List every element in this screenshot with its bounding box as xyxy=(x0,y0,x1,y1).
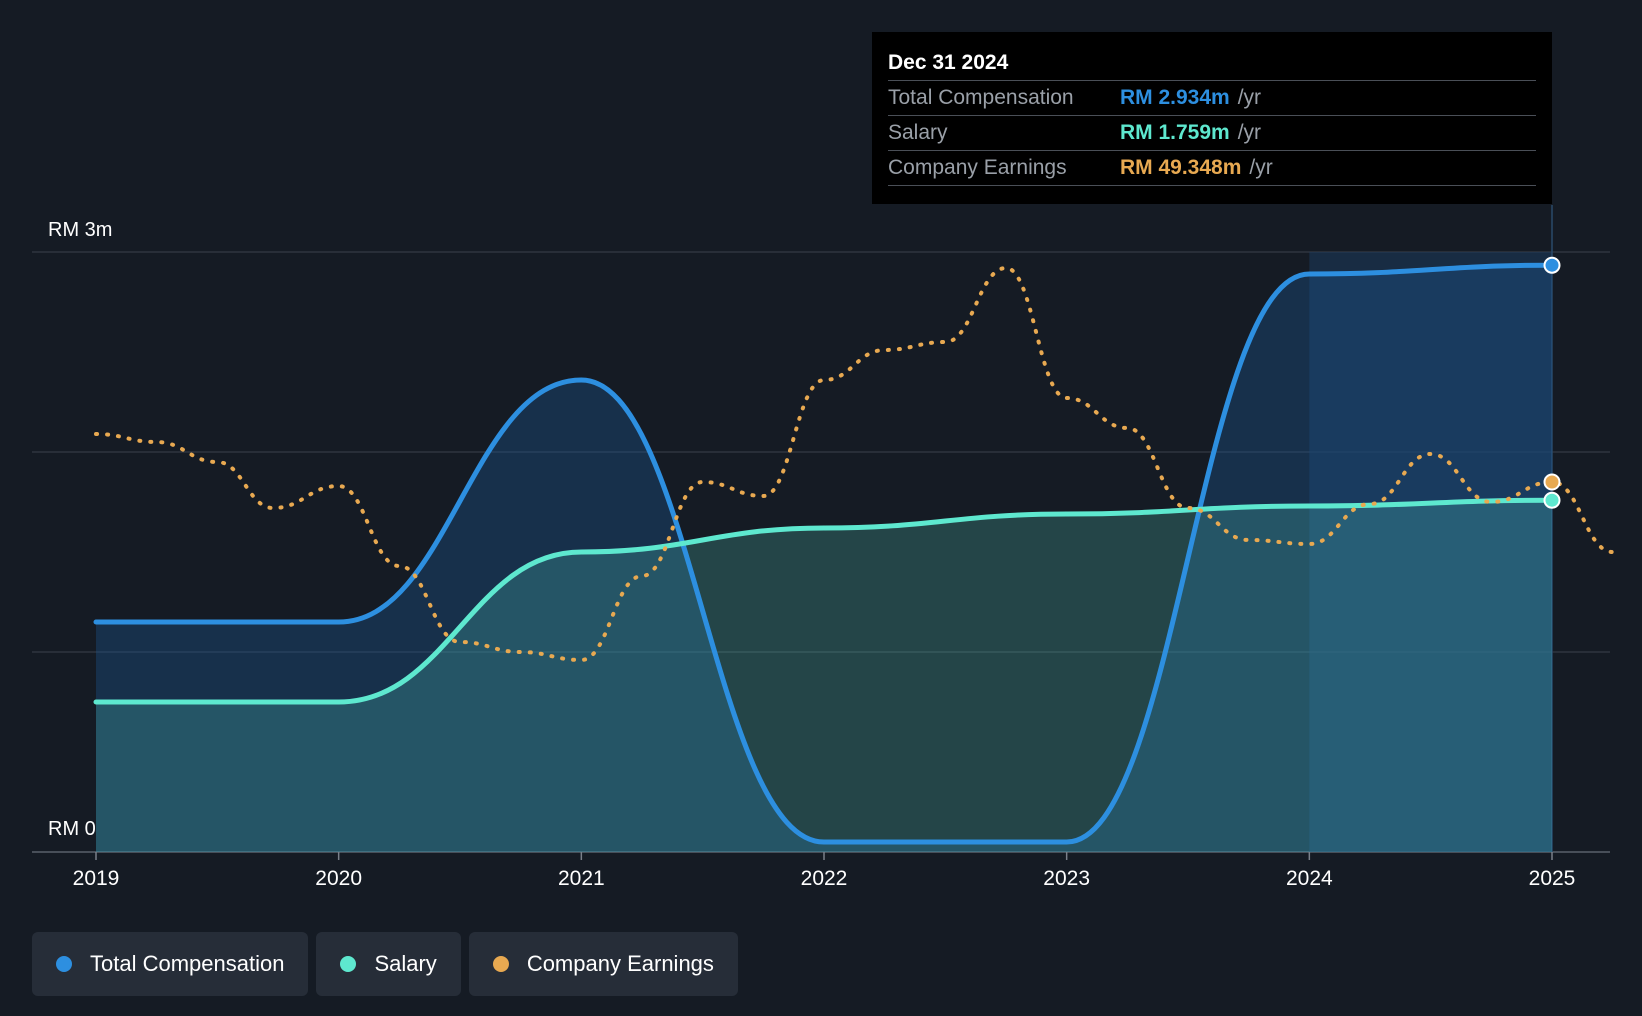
series-lines xyxy=(93,262,1615,845)
tooltip-row-total-compensation: Total Compensation RM 2.934m /yr xyxy=(888,80,1536,115)
y-tick-top-label: RM 3m xyxy=(48,219,112,241)
highlight-rect xyxy=(1309,252,1552,852)
tooltip-unit: /yr xyxy=(1237,121,1262,144)
legend-label: Company Earnings xyxy=(526,951,714,976)
area-salary xyxy=(96,500,1552,852)
x-tick-label: 2024 xyxy=(1286,867,1333,890)
legend-dot-icon xyxy=(340,956,357,972)
legend-item-total-compensation[interactable]: Total Compensation xyxy=(32,932,309,996)
tooltip-label: Company Earnings xyxy=(888,156,1067,179)
tooltip-label: Salary xyxy=(888,121,948,144)
end-markers xyxy=(1543,256,1561,509)
legend-label: Total Compensation xyxy=(90,951,285,976)
tooltip-date: Dec 31 2024 xyxy=(888,51,1009,74)
tooltip-unit: /yr xyxy=(1249,156,1273,179)
tooltip: Dec 31 2024 Total Compensation RM 2.934m… xyxy=(872,32,1552,204)
tooltip-unit: /yr xyxy=(1237,86,1262,109)
area-total-compensation xyxy=(96,265,1552,852)
tooltip-value: RM 49.348m xyxy=(1120,156,1242,179)
x-tick-label: 2020 xyxy=(315,867,362,890)
x-tick-label: 2023 xyxy=(1043,867,1090,890)
marker-total-compensation xyxy=(1543,256,1561,274)
tooltip-row-salary: Salary RM 1.759m /yr xyxy=(888,115,1536,150)
tooltip-value: RM 1.759m xyxy=(1120,121,1230,144)
marker-company-earnings xyxy=(1543,473,1561,491)
tooltip-label: Total Compensation xyxy=(888,86,1074,109)
x-tick-label: 2022 xyxy=(801,867,848,890)
x-tick-label: 2021 xyxy=(558,867,605,890)
marker-salary xyxy=(1543,491,1561,509)
legend-dot-icon xyxy=(56,956,72,972)
legend-dot-icon xyxy=(492,956,509,972)
tooltip-row-company-earnings: Company Earnings RM 49.348m /yr xyxy=(888,150,1536,186)
line-company-earnings xyxy=(94,265,1615,663)
line-total-compensation xyxy=(93,262,1555,845)
x-axis: 2019 2020 2021 2022 2023 2024 2025 xyxy=(73,852,1576,890)
tooltip-value: RM 2.934m xyxy=(1120,86,1230,109)
legend-label: Salary xyxy=(374,951,437,976)
line-salary xyxy=(93,497,1555,705)
legend-item-salary[interactable]: Salary xyxy=(316,932,461,996)
highlight-region xyxy=(1309,205,1553,852)
legend: Total Compensation Salary Company Earnin… xyxy=(32,932,738,996)
x-tick-label: 2025 xyxy=(1529,867,1576,890)
y-tick-bottom-label: RM 0 xyxy=(48,818,96,840)
legend-item-company-earnings[interactable]: Company Earnings xyxy=(468,932,738,996)
x-tick-label: 2019 xyxy=(73,867,120,890)
series-areas xyxy=(96,265,1552,852)
